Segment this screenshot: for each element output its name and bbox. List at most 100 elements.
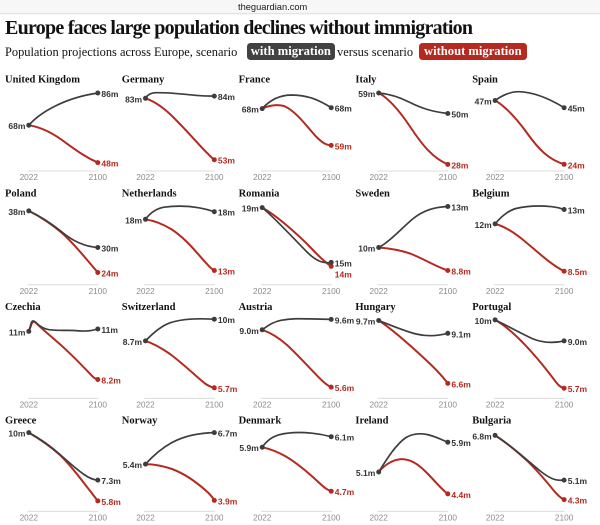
svg-text:2022: 2022	[486, 172, 505, 182]
svg-text:3.9m: 3.9m	[218, 496, 238, 506]
svg-text:Germany: Germany	[122, 75, 165, 86]
svg-text:68m: 68m	[335, 104, 352, 114]
svg-text:2022: 2022	[486, 400, 505, 410]
svg-text:8.2m: 8.2m	[101, 376, 121, 386]
svg-text:2022: 2022	[136, 286, 155, 296]
svg-text:2022: 2022	[369, 286, 388, 296]
svg-text:2022: 2022	[20, 400, 39, 410]
svg-text:6.7m: 6.7m	[218, 429, 238, 439]
svg-text:9.0m: 9.0m	[239, 326, 259, 336]
svg-text:10m: 10m	[8, 429, 25, 439]
svg-text:Austria: Austria	[239, 302, 274, 313]
svg-text:30m: 30m	[101, 244, 118, 254]
svg-text:45m: 45m	[568, 104, 585, 114]
svg-text:10m: 10m	[358, 244, 375, 254]
svg-text:2100: 2100	[205, 400, 224, 410]
svg-text:Portugal: Portugal	[472, 302, 511, 313]
svg-text:2100: 2100	[322, 172, 341, 182]
svg-text:Netherlands: Netherlands	[122, 188, 177, 199]
svg-text:2100: 2100	[322, 513, 341, 523]
svg-text:13m: 13m	[451, 203, 468, 213]
svg-text:6.1m: 6.1m	[335, 433, 355, 443]
svg-text:9.1m: 9.1m	[451, 329, 471, 339]
svg-text:Romania: Romania	[239, 188, 281, 199]
svg-text:18m: 18m	[218, 208, 235, 218]
svg-text:86m: 86m	[101, 89, 118, 99]
svg-text:4.7m: 4.7m	[335, 487, 355, 497]
svg-text:Italy: Italy	[355, 75, 377, 86]
svg-text:13m: 13m	[568, 206, 585, 216]
svg-text:2100: 2100	[322, 400, 341, 410]
svg-text:50m: 50m	[451, 110, 468, 120]
svg-text:28m: 28m	[451, 160, 468, 170]
svg-text:2022: 2022	[486, 286, 505, 296]
svg-text:2022: 2022	[253, 513, 272, 523]
svg-text:Poland: Poland	[5, 188, 37, 199]
svg-text:2100: 2100	[89, 172, 108, 182]
svg-text:10m: 10m	[218, 315, 235, 325]
svg-text:11m: 11m	[9, 327, 26, 337]
svg-text:4.3m: 4.3m	[568, 496, 588, 506]
svg-text:Sweden: Sweden	[355, 188, 390, 199]
svg-text:14m: 14m	[335, 269, 352, 279]
svg-text:5.8m: 5.8m	[101, 497, 121, 507]
svg-text:Czechia: Czechia	[5, 302, 41, 313]
svg-text:38m: 38m	[8, 207, 25, 217]
svg-text:2100: 2100	[439, 400, 458, 410]
svg-text:Greece: Greece	[5, 416, 37, 427]
svg-text:2100: 2100	[205, 172, 224, 182]
svg-text:8.8m: 8.8m	[451, 267, 471, 277]
svg-text:2022: 2022	[136, 513, 155, 523]
svg-text:5.7m: 5.7m	[568, 384, 588, 394]
svg-text:2100: 2100	[205, 513, 224, 523]
svg-text:2022: 2022	[253, 172, 272, 182]
svg-text:18m: 18m	[125, 215, 142, 225]
svg-text:19m: 19m	[242, 204, 259, 214]
svg-text:11m: 11m	[101, 325, 118, 335]
svg-text:2022: 2022	[253, 400, 272, 410]
svg-text:47m: 47m	[475, 97, 492, 107]
svg-text:7.3m: 7.3m	[101, 476, 121, 486]
svg-text:2100: 2100	[205, 286, 224, 296]
svg-text:5.9m: 5.9m	[239, 443, 259, 453]
svg-text:2022: 2022	[253, 286, 272, 296]
svg-text:59m: 59m	[335, 141, 352, 151]
svg-text:48m: 48m	[101, 159, 118, 169]
svg-text:Ireland: Ireland	[355, 416, 388, 427]
svg-text:59m: 59m	[358, 89, 375, 99]
svg-text:6.6m: 6.6m	[451, 379, 471, 389]
svg-text:Hungary: Hungary	[355, 302, 396, 313]
svg-text:2100: 2100	[439, 513, 458, 523]
svg-text:12m: 12m	[475, 220, 492, 230]
svg-text:2100: 2100	[555, 513, 574, 523]
svg-text:9.0m: 9.0m	[568, 337, 588, 347]
svg-text:9.6m: 9.6m	[335, 315, 355, 325]
svg-text:4.4m: 4.4m	[451, 490, 471, 500]
svg-text:2022: 2022	[20, 513, 39, 523]
svg-text:83m: 83m	[125, 94, 142, 104]
svg-text:2022: 2022	[136, 400, 155, 410]
svg-text:8.7m: 8.7m	[123, 337, 143, 347]
svg-text:24m: 24m	[568, 160, 585, 170]
svg-text:8.5m: 8.5m	[568, 267, 588, 277]
svg-text:5.4m: 5.4m	[123, 460, 143, 470]
svg-text:Bulgaria: Bulgaria	[472, 416, 512, 427]
svg-text:2100: 2100	[89, 286, 108, 296]
svg-text:5.1m: 5.1m	[356, 468, 376, 478]
svg-text:France: France	[239, 75, 271, 86]
svg-text:68m: 68m	[8, 121, 25, 131]
svg-text:Norway: Norway	[122, 416, 158, 427]
svg-text:2022: 2022	[20, 286, 39, 296]
svg-text:2022: 2022	[136, 172, 155, 182]
svg-text:2100: 2100	[89, 513, 108, 523]
svg-text:Denmark: Denmark	[239, 416, 282, 427]
svg-text:Switzerland: Switzerland	[122, 302, 176, 313]
svg-text:10m: 10m	[475, 316, 492, 326]
svg-text:5.6m: 5.6m	[335, 383, 355, 393]
svg-text:2100: 2100	[322, 286, 341, 296]
svg-text:Belgium: Belgium	[472, 188, 510, 199]
svg-text:2022: 2022	[20, 172, 39, 182]
svg-text:84m: 84m	[218, 92, 235, 102]
svg-text:2022: 2022	[369, 513, 388, 523]
svg-text:2022: 2022	[486, 513, 505, 523]
